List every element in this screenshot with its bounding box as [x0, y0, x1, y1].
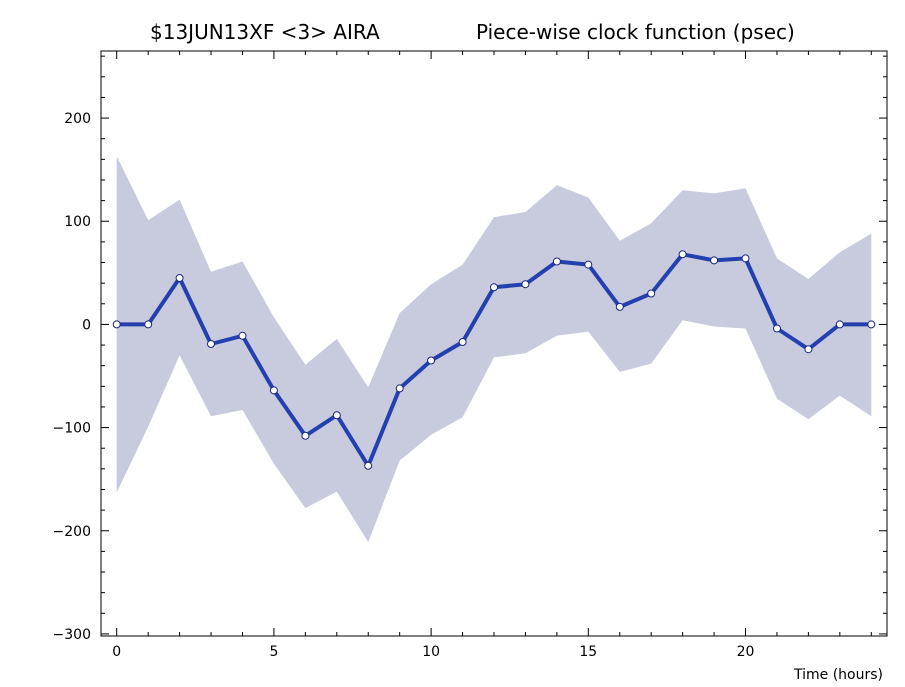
data-point — [301, 431, 310, 440]
data-point — [269, 386, 278, 395]
data-point — [647, 289, 656, 298]
y-tick-label: 100 — [64, 214, 91, 230]
data-point — [332, 411, 341, 420]
data-point — [678, 250, 687, 259]
x-tick-label: 10 — [422, 644, 440, 660]
x-tick-label: 5 — [269, 644, 278, 660]
y-tick-label: −300 — [53, 627, 91, 643]
tick-label-layer: 0 5 10 15 20 −300 −200 −100 0 100 200 — [53, 111, 755, 660]
uncertainty-band — [116, 156, 872, 543]
x-axis-label: Time (hours) — [793, 667, 883, 683]
data-point — [710, 256, 719, 265]
data-point — [741, 254, 750, 263]
data-point — [773, 324, 781, 333]
data-point — [395, 384, 404, 393]
band-layer — [116, 156, 872, 543]
tick-layer — [101, 51, 887, 636]
data-point — [552, 257, 561, 266]
data-point — [238, 331, 247, 340]
data-point — [584, 260, 593, 269]
data-point — [175, 274, 184, 282]
y-tick-label: 200 — [64, 111, 91, 127]
x-tick-label: 15 — [579, 644, 597, 660]
data-point — [521, 280, 530, 289]
data-point — [144, 320, 153, 329]
x-tick-label: 20 — [737, 644, 755, 660]
data-point — [867, 320, 876, 329]
data-point — [427, 356, 436, 365]
x-tick-label: 0 — [112, 644, 121, 660]
y-tick-label: 0 — [82, 317, 91, 333]
marker-layer — [112, 250, 876, 470]
data-point — [458, 338, 467, 346]
data-point — [804, 345, 813, 354]
y-tick-label: −100 — [53, 421, 91, 437]
data-point — [835, 320, 844, 329]
data-point — [615, 302, 624, 311]
chart-title-left: $13JUN13XF <3> AIRA — [150, 20, 380, 44]
chart-title-right: Piece-wise clock function (psec) — [476, 20, 795, 44]
data-point — [207, 340, 215, 348]
y-tick-label: −200 — [53, 524, 91, 540]
data-point — [364, 461, 373, 470]
data-point — [112, 320, 121, 329]
data-point — [490, 283, 498, 292]
